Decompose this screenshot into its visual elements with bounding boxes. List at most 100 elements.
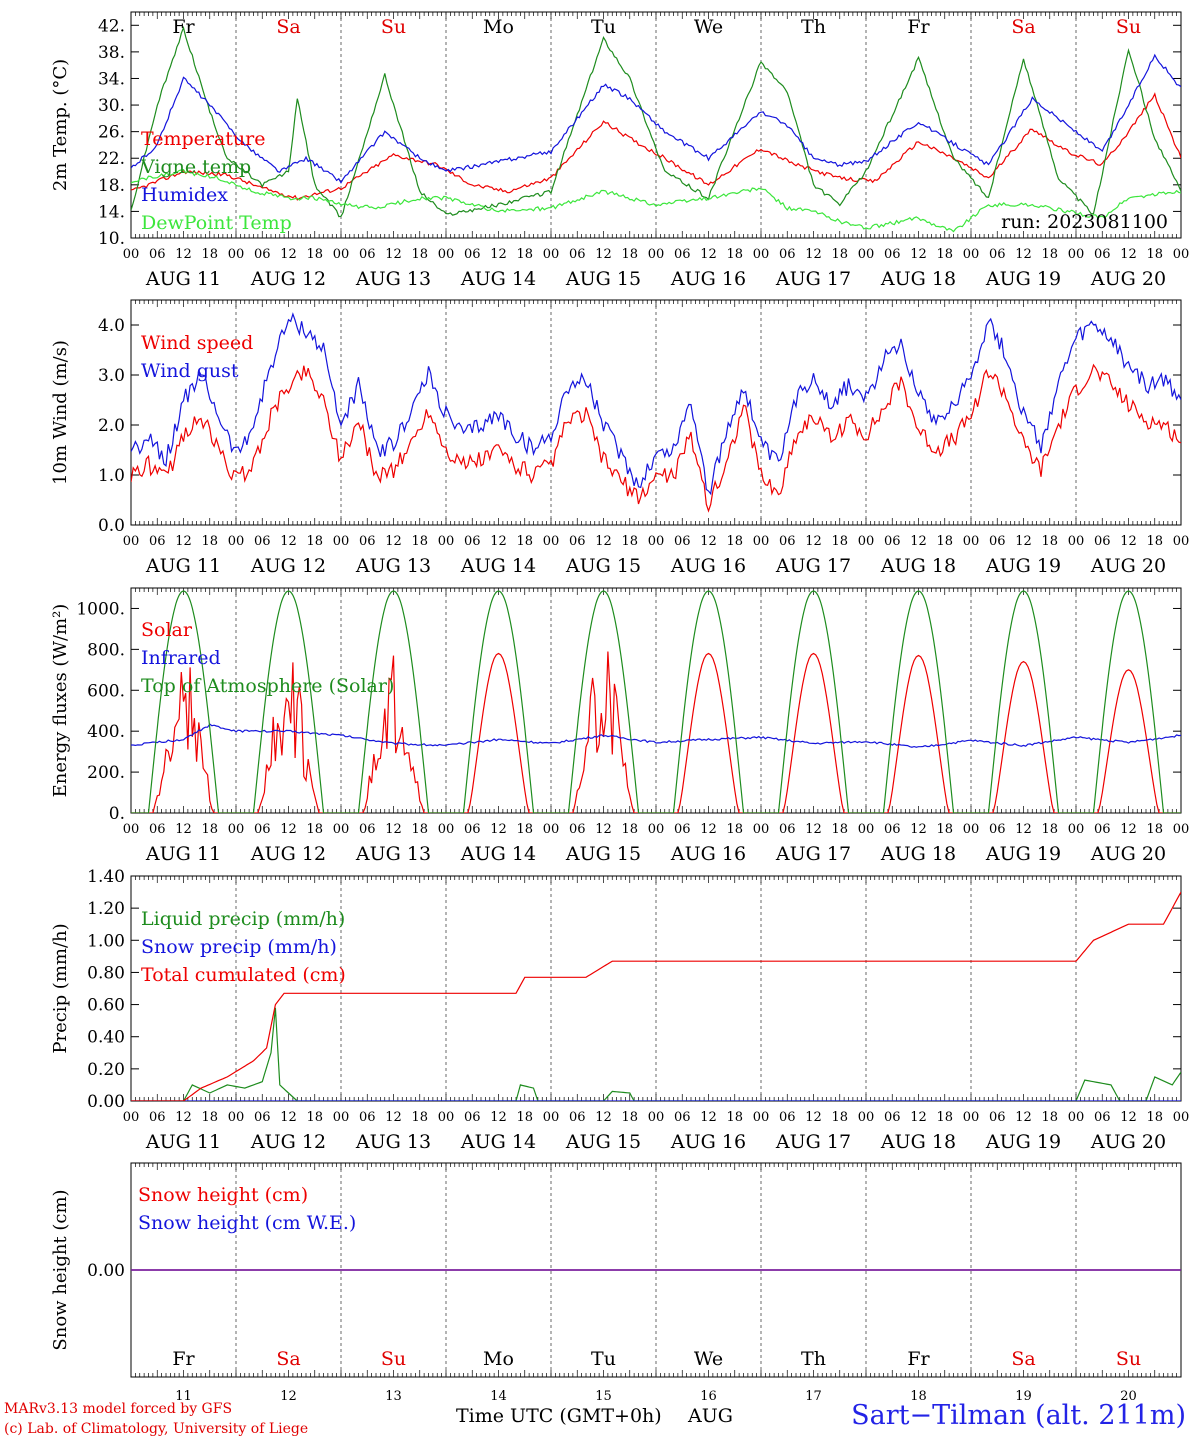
date-label: AUG 15: [565, 268, 641, 290]
day-number: 18: [910, 1389, 927, 1404]
hour-label: 06: [254, 247, 271, 262]
hour-label: 12: [175, 822, 192, 837]
hour-label: 12: [1120, 822, 1137, 837]
hour-label: 18: [1041, 1110, 1058, 1125]
hour-label: 06: [779, 534, 796, 549]
hour-label: 18: [621, 1110, 638, 1125]
station-title: Sart−Tilman (alt. 211m): [851, 1400, 1186, 1431]
hour-label: 06: [254, 1110, 271, 1125]
date-label: AUG 20: [1090, 268, 1166, 290]
date-label: AUG 15: [565, 555, 641, 577]
hour-label: 00: [438, 247, 455, 262]
legend-entry: Snow precip (mm/h): [141, 936, 337, 958]
hour-label: 00: [648, 534, 665, 549]
hour-label: 12: [910, 822, 927, 837]
y-tick-label: 10.: [98, 229, 125, 249]
y-tick-label: 38.: [98, 43, 125, 63]
hour-label: 06: [779, 247, 796, 262]
day-name: Tu: [591, 1348, 616, 1370]
y-tick-label: 1.40: [87, 867, 125, 887]
hour-label: 12: [385, 534, 402, 549]
date-label: AUG 17: [775, 1131, 851, 1153]
hour-label: 00: [543, 822, 560, 837]
hour-label: 00: [438, 1110, 455, 1125]
date-label: AUG 20: [1090, 555, 1166, 577]
hour-label: 06: [989, 247, 1006, 262]
day-name: We: [694, 16, 723, 38]
legend-entry: Temperature: [141, 128, 265, 150]
hour-label: 06: [149, 1110, 166, 1125]
date-label: AUG 18: [880, 555, 956, 577]
x-axis-label: Time UTC (GMT+0h): [456, 1405, 662, 1427]
hour-label: 12: [385, 1110, 402, 1125]
hour-label: 12: [700, 247, 717, 262]
y-tick-label: 0.60: [87, 996, 125, 1016]
hour-label: 18: [306, 822, 323, 837]
hour-label: 12: [1015, 247, 1032, 262]
hour-label: 18: [306, 534, 323, 549]
hour-label: 06: [1094, 247, 1111, 262]
hour-label: 18: [1146, 247, 1163, 262]
y-tick-label: 0.20: [87, 1060, 125, 1080]
hour-label: 06: [779, 1110, 796, 1125]
hour-label: 12: [280, 822, 297, 837]
hour-label: 12: [805, 1110, 822, 1125]
hour-label: 00: [123, 247, 140, 262]
legend-entry: Snow height (cm W.E.): [138, 1212, 356, 1234]
date-label: AUG 13: [355, 268, 431, 290]
hour-label: 18: [936, 534, 953, 549]
hour-label: 06: [884, 247, 901, 262]
y-tick-label: 3.0: [98, 366, 125, 386]
date-label: AUG 19: [985, 1131, 1061, 1153]
day-number: 11: [175, 1389, 192, 1404]
hour-label: 18: [1041, 822, 1058, 837]
hour-label: 18: [726, 822, 743, 837]
date-label: AUG 17: [775, 555, 851, 577]
date-label: AUG 18: [880, 268, 956, 290]
date-label: AUG 11: [145, 1131, 221, 1153]
hour-label: 06: [1094, 822, 1111, 837]
hour-label: 00: [543, 1110, 560, 1125]
hour-label: 12: [1015, 1110, 1032, 1125]
hour-label: 00: [228, 534, 245, 549]
y-tick-label: 42.: [98, 16, 125, 36]
hour-label: 12: [1015, 534, 1032, 549]
legend-entry: Top of Atmosphere (Solar): [141, 675, 394, 697]
date-label: AUG 16: [670, 843, 746, 865]
date-label: AUG 16: [670, 555, 746, 577]
hour-label: 18: [726, 247, 743, 262]
date-label: AUG 12: [250, 268, 326, 290]
hour-label: 00: [543, 534, 560, 549]
day-name: Su: [381, 16, 406, 38]
legend-entry: Wind speed: [141, 332, 253, 354]
legend-entry: Total cumulated (cm): [141, 964, 346, 986]
hour-label: 00: [123, 822, 140, 837]
hour-label: 00: [753, 247, 770, 262]
series-line: [131, 723, 1181, 748]
hour-label: 06: [989, 822, 1006, 837]
date-label: AUG 18: [880, 1131, 956, 1153]
hour-label: 18: [411, 1110, 428, 1125]
hour-label: 00: [858, 1110, 875, 1125]
legend-entry: Vigne temp: [140, 156, 251, 178]
hour-label: 12: [280, 247, 297, 262]
plot-frame: [130, 299, 1182, 526]
hour-label: 00: [963, 534, 980, 549]
hour-label: 00: [1173, 534, 1190, 549]
hour-label: 06: [989, 1110, 1006, 1125]
hour-label: 06: [149, 534, 166, 549]
date-label: AUG 14: [460, 268, 536, 290]
hour-label: 18: [201, 1110, 218, 1125]
day-number: 17: [805, 1389, 822, 1404]
hour-label: 12: [490, 1110, 507, 1125]
panel-1: 10. 14. 18. 22. 26. 30. 34. 38. 42. 2m Temp. (°C)…: [50, 11, 1189, 290]
hour-label: 06: [464, 1110, 481, 1125]
date-label: AUG 11: [145, 555, 221, 577]
hour-label: 06: [464, 534, 481, 549]
hour-label: 00: [438, 534, 455, 549]
hour-label: 12: [280, 534, 297, 549]
hour-label: 12: [175, 534, 192, 549]
series-line: [131, 590, 1181, 813]
hour-label: 06: [254, 534, 271, 549]
panel-2: 0.0 1.0 2.0 3.0 4.0 10m Wind (m/s) 00 06 12 18 AUG…: [50, 299, 1190, 577]
